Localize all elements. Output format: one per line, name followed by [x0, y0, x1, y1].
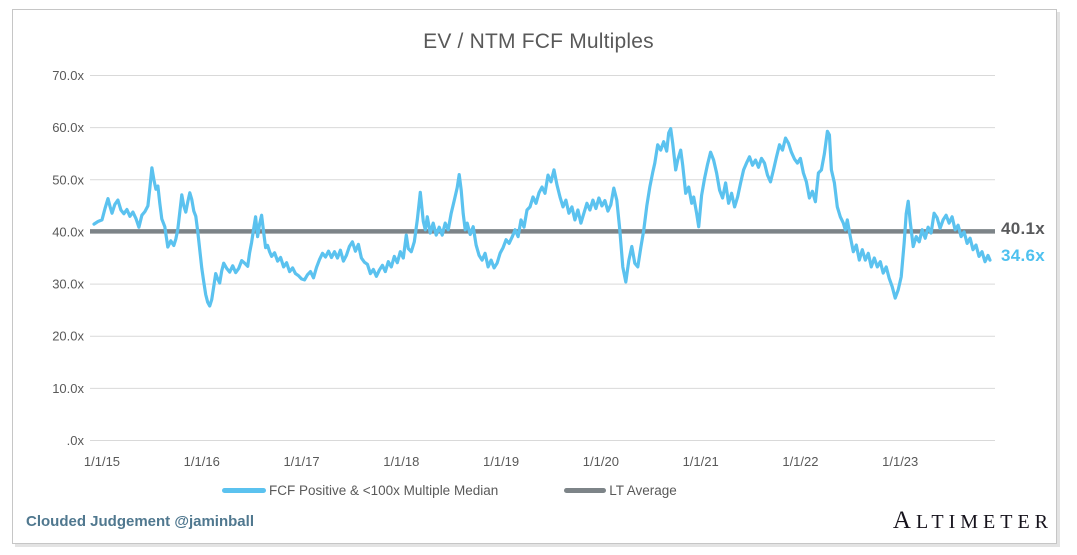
- x-axis-tick-label: 1/1/19: [483, 454, 519, 469]
- fcf-median-line: [92, 127, 992, 308]
- x-axis-tick-label: 1/1/17: [283, 454, 319, 469]
- fcf-median-line-swatch-icon: [222, 488, 266, 493]
- altimeter-logo: ALTIMETER: [893, 507, 1053, 535]
- y-axis-tick-label: 60.0x: [52, 120, 84, 135]
- chart-card: [12, 9, 1057, 544]
- chart-title: EV / NTM FCF Multiples: [423, 30, 654, 53]
- legend-label: FCF Positive & <100x Multiple Median: [269, 483, 499, 498]
- x-axis-tick-label: 1/1/16: [184, 454, 220, 469]
- altimeter-logo-initial: A: [892, 507, 916, 534]
- y-axis-tick-label: 70.0x: [52, 68, 84, 83]
- altimeter-logo-rest: LTIMETER: [915, 511, 1053, 533]
- last-value-label: 34.6x: [1001, 246, 1046, 265]
- x-axis-tick-label: 1/1/21: [683, 454, 719, 469]
- y-axis-tick-label: 50.0x: [52, 172, 84, 187]
- legend-item-lt-average: LT Average: [564, 483, 677, 498]
- credit-text: Clouded Judgement @jaminball: [26, 513, 254, 530]
- lt-average-line-swatch-icon: [564, 488, 607, 493]
- x-axis-tick-label: 1/1/15: [84, 454, 120, 469]
- y-axis-tick-label: 40.0x: [52, 224, 84, 239]
- chart-legend: FCF Positive & <100x Multiple Median LT …: [222, 483, 677, 498]
- y-axis-tick-label: 10.0x: [52, 381, 84, 396]
- y-axis-tick-label: 20.0x: [52, 329, 84, 344]
- lt-average-value-label: 40.1x: [1001, 219, 1046, 238]
- chart-plot-area: 70.0x 60.0x 50.0x 40.0x 30.0x 20.0x 10.0x .0x 1/…: [52, 68, 995, 469]
- x-axis-tick-label: 1/1/22: [782, 454, 818, 469]
- x-axis-tick-label: 1/1/23: [882, 454, 918, 469]
- x-axis-tick-label: 1/1/20: [583, 454, 619, 469]
- legend-item-fcf-median: FCF Positive & <100x Multiple Median: [222, 483, 498, 498]
- y-axis-tick-label: 30.0x: [52, 277, 84, 292]
- x-axis-tick-label: 1/1/18: [383, 454, 419, 469]
- legend-label: LT Average: [609, 483, 677, 498]
- y-axis-tick-label: .0x: [67, 433, 85, 448]
